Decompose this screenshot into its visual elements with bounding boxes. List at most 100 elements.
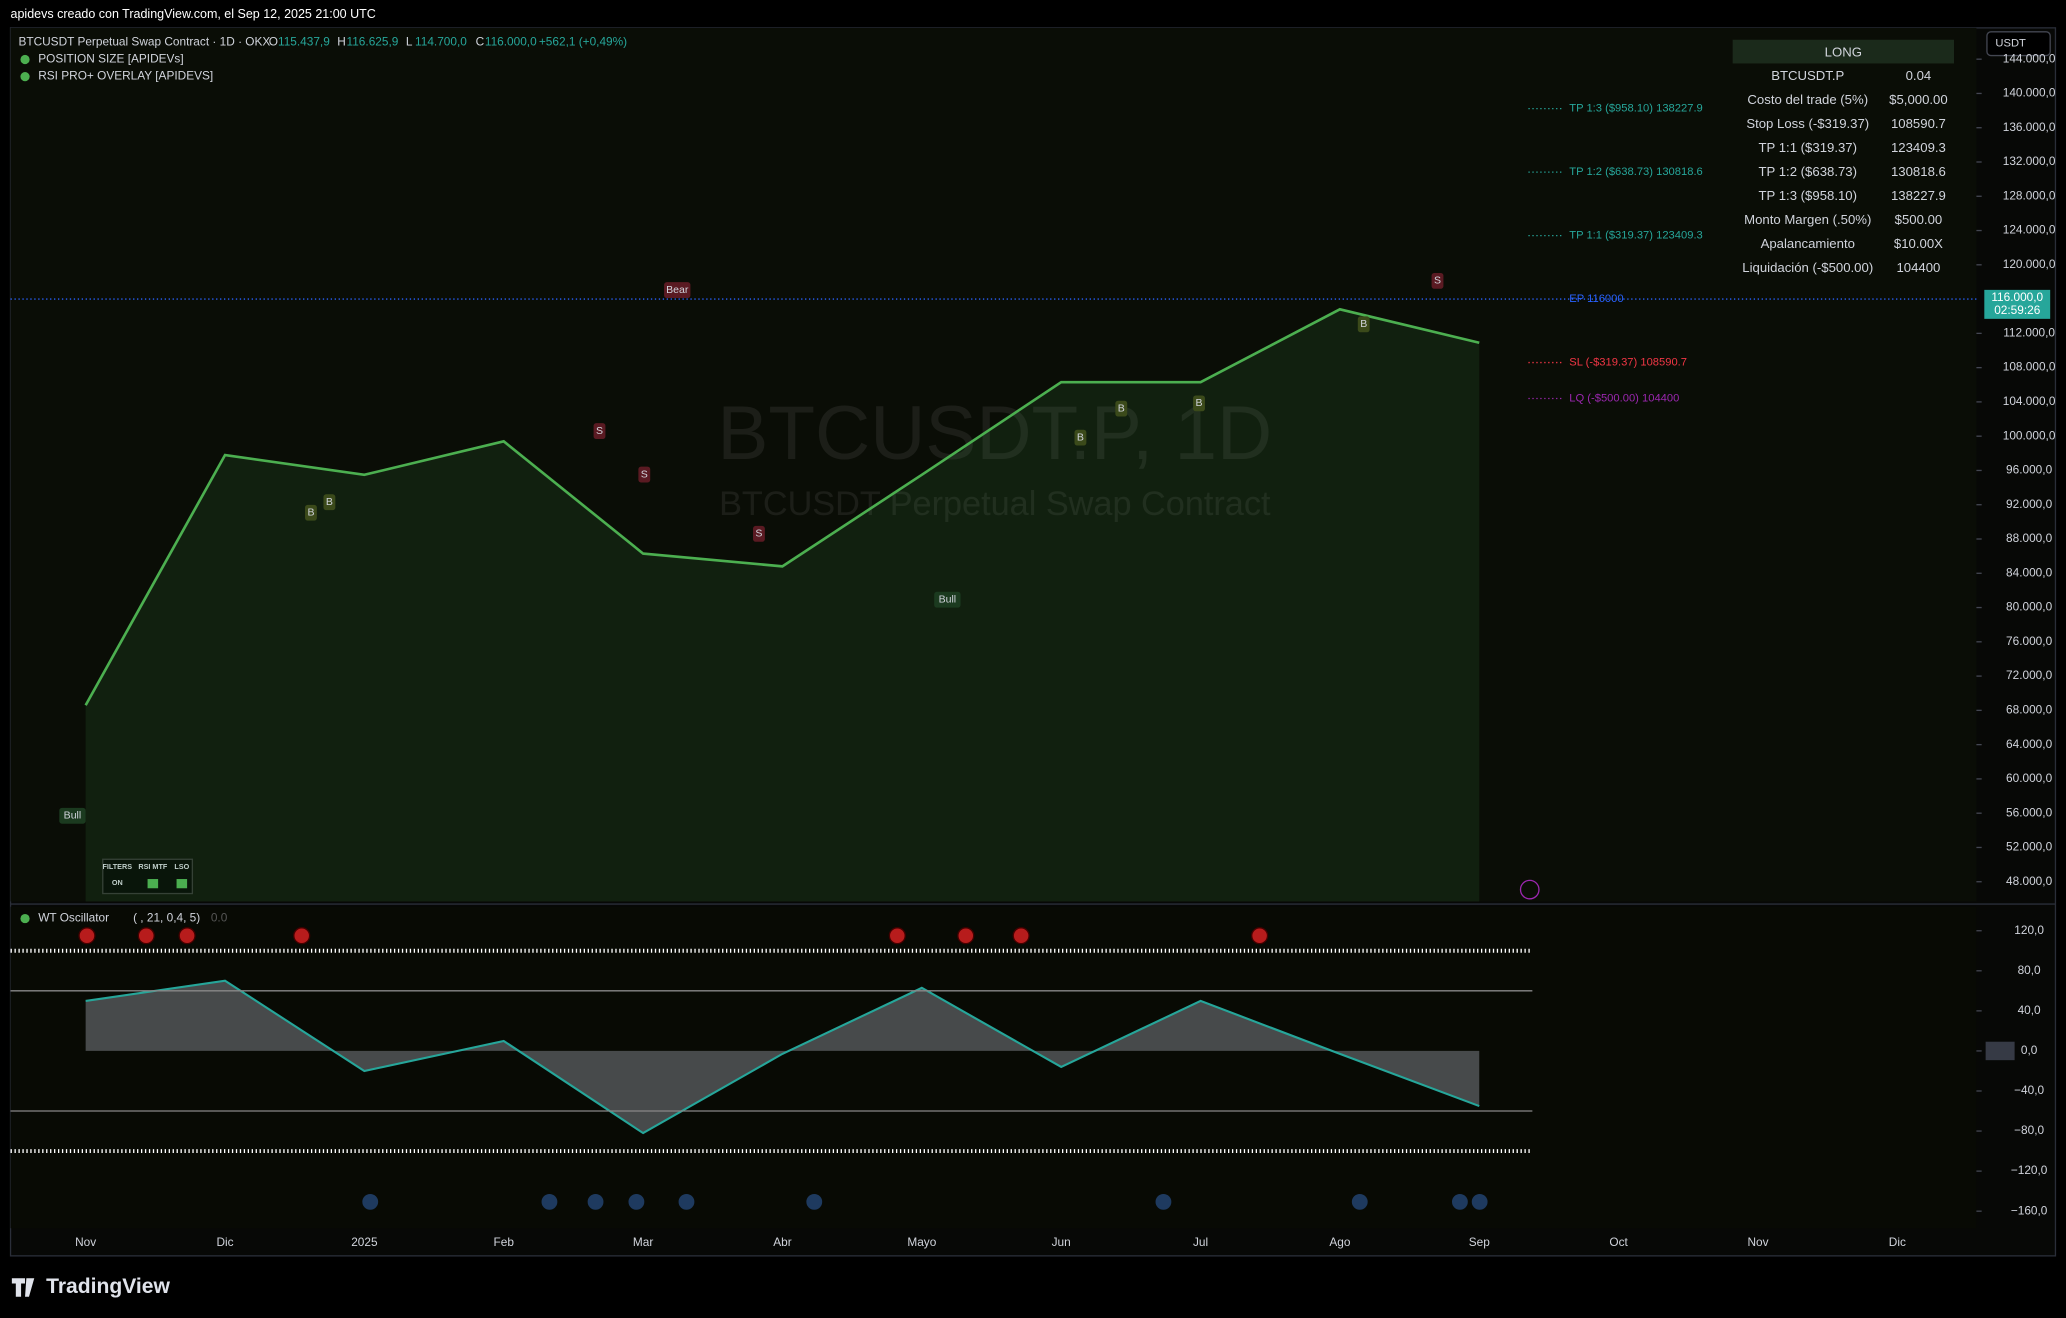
osc-signal-dot: [1251, 927, 1269, 945]
alert-icon[interactable]: [1519, 879, 1540, 900]
y-tick-label: −40,0: [2014, 1083, 2044, 1097]
osc-signal-dot: [78, 927, 96, 945]
table-label: Apalancamiento: [1761, 236, 1855, 251]
price-area: [85, 309, 1480, 902]
y-tick-label: 144.000,0: [2003, 51, 2056, 65]
table-label: TP 1:2 ($638.73): [1759, 164, 1858, 179]
filter-label: LSO: [174, 862, 189, 871]
osc-params: ( , 21, 0,4, 5): [133, 911, 200, 925]
signal-label: Bull: [939, 593, 957, 605]
x-tick-label: Nov: [75, 1235, 96, 1249]
y-tick-label: 52.000,0: [2006, 840, 2053, 854]
osc-signal-dot: [1012, 927, 1030, 945]
ohlc-value: 116.000,0: [485, 34, 537, 48]
level-label: LQ (-$500.00) 104400: [1569, 392, 1679, 404]
flag-icon: [1451, 1193, 1468, 1210]
level-label: TP 1:2 ($638.73) 130818.6: [1569, 166, 1703, 178]
y-tick-label: 48.000,0: [2006, 874, 2053, 888]
level-label: TP 1:3 ($958.10) 138227.9: [1569, 103, 1703, 115]
signal-badge: [59, 807, 86, 824]
y-tick-label: 96.000,0: [2006, 463, 2053, 477]
filter-label: ON: [112, 878, 123, 887]
signal-label: S: [596, 425, 603, 437]
signal-label: S: [755, 528, 762, 540]
currency[interactable]: USDT: [1995, 38, 2026, 50]
table-label: TP 1:3 ($958.10): [1759, 188, 1858, 203]
y-tick-label: 140.000,0: [2003, 86, 2056, 100]
countdown: 02:59:26: [1994, 303, 2041, 317]
signal-label: B: [1077, 431, 1084, 443]
signal-label: Bull: [64, 810, 82, 822]
x-tick-label: Ago: [1329, 1235, 1350, 1249]
table-value: 138227.9: [1891, 188, 1946, 203]
table-value: $500.00: [1895, 212, 1943, 227]
table-value: 123409.3: [1891, 140, 1946, 155]
flag-icon: [806, 1193, 823, 1210]
ohlc-key: O: [269, 34, 278, 48]
ohlc-key: H: [337, 34, 346, 48]
flag-icon: [1155, 1193, 1172, 1210]
y-tick-label: 112.000,0: [2003, 325, 2055, 339]
y-tick-label: 124.000,0: [2003, 223, 2056, 237]
ohlc-value: 115.437,9: [278, 34, 330, 48]
indicator-icon: [20, 72, 30, 82]
y-tick-label: 84.000,0: [2006, 565, 2053, 579]
last-price: 116.000,0: [1991, 290, 2043, 304]
ohlc-key: C: [476, 34, 485, 48]
osc-area: [85, 980, 1480, 1134]
table-value: 130818.6: [1891, 164, 1946, 179]
osc-readout: 0.0: [211, 911, 228, 925]
currency-button[interactable]: [1986, 31, 2051, 57]
signal-label: B: [1118, 402, 1125, 414]
osc-title: WT Oscillator: [38, 911, 109, 925]
change: +562,1 (+0,49%): [539, 34, 627, 48]
signal-badge: [934, 591, 961, 608]
table-value: 108590.7: [1891, 116, 1946, 131]
y-tick-label: 104.000,0: [2003, 394, 2056, 408]
ohlc-key: L: [406, 34, 413, 48]
flag-icon: [628, 1193, 645, 1210]
footer-logo[interactable]: TradingView: [46, 1275, 170, 1298]
osc-line: [85, 979, 1480, 1135]
flag-icon: [1471, 1193, 1488, 1210]
table-label: Monto Margen (.50%): [1744, 212, 1871, 227]
signal-badge: [1115, 400, 1128, 417]
signal-badge: [1431, 272, 1444, 289]
x-tick-label: Nov: [1747, 1235, 1768, 1249]
table-value: $5,000.00: [1889, 92, 1948, 107]
signal-label: B: [1196, 397, 1203, 409]
osc-signal-dot: [888, 927, 906, 945]
table-label: Liquidación (-$500.00): [1742, 260, 1873, 275]
x-tick-label: 2025: [351, 1235, 378, 1249]
price-pane: [10, 27, 1977, 902]
signal-badge: [1357, 316, 1370, 333]
watermark: BTCUSDT.P, 1D: [717, 391, 1272, 476]
x-tick-label: Dic: [1889, 1235, 1906, 1249]
table-header-bg: [1732, 39, 1955, 64]
indicator-icon: [20, 54, 30, 65]
ohlc-value: 114.700,0: [415, 34, 467, 48]
x-tick-label: Oct: [1609, 1235, 1628, 1249]
level-label: TP 1:1 ($319.37) 123409.3: [1569, 230, 1703, 242]
flag-icon: [678, 1193, 695, 1210]
x-tick-label: Mar: [633, 1235, 653, 1249]
signal-badge: [1193, 395, 1205, 412]
y-tick-label: 72.000,0: [2006, 668, 2053, 682]
x-tick-label: Dic: [216, 1235, 233, 1249]
table-title: LONG: [1825, 44, 1862, 59]
osc-signal-dot: [293, 927, 311, 945]
flag-icon: [362, 1193, 379, 1210]
y-tick-label: 60.000,0: [2006, 771, 2053, 785]
signal-label: B: [1360, 318, 1367, 330]
y-tick-label: 68.000,0: [2006, 702, 2053, 716]
osc-signal-dot: [178, 927, 196, 945]
y-tick-label: 120.000,0: [2003, 257, 2056, 271]
signal-label: S: [641, 468, 648, 480]
y-tick-label: 100.000,0: [2003, 428, 2056, 442]
last-price-tag: [1984, 289, 2051, 319]
signal-badge: [593, 423, 606, 439]
signal-badge: [664, 282, 691, 298]
y-tick-label: 80,0: [2018, 963, 2041, 977]
signal-badge: [638, 466, 651, 483]
